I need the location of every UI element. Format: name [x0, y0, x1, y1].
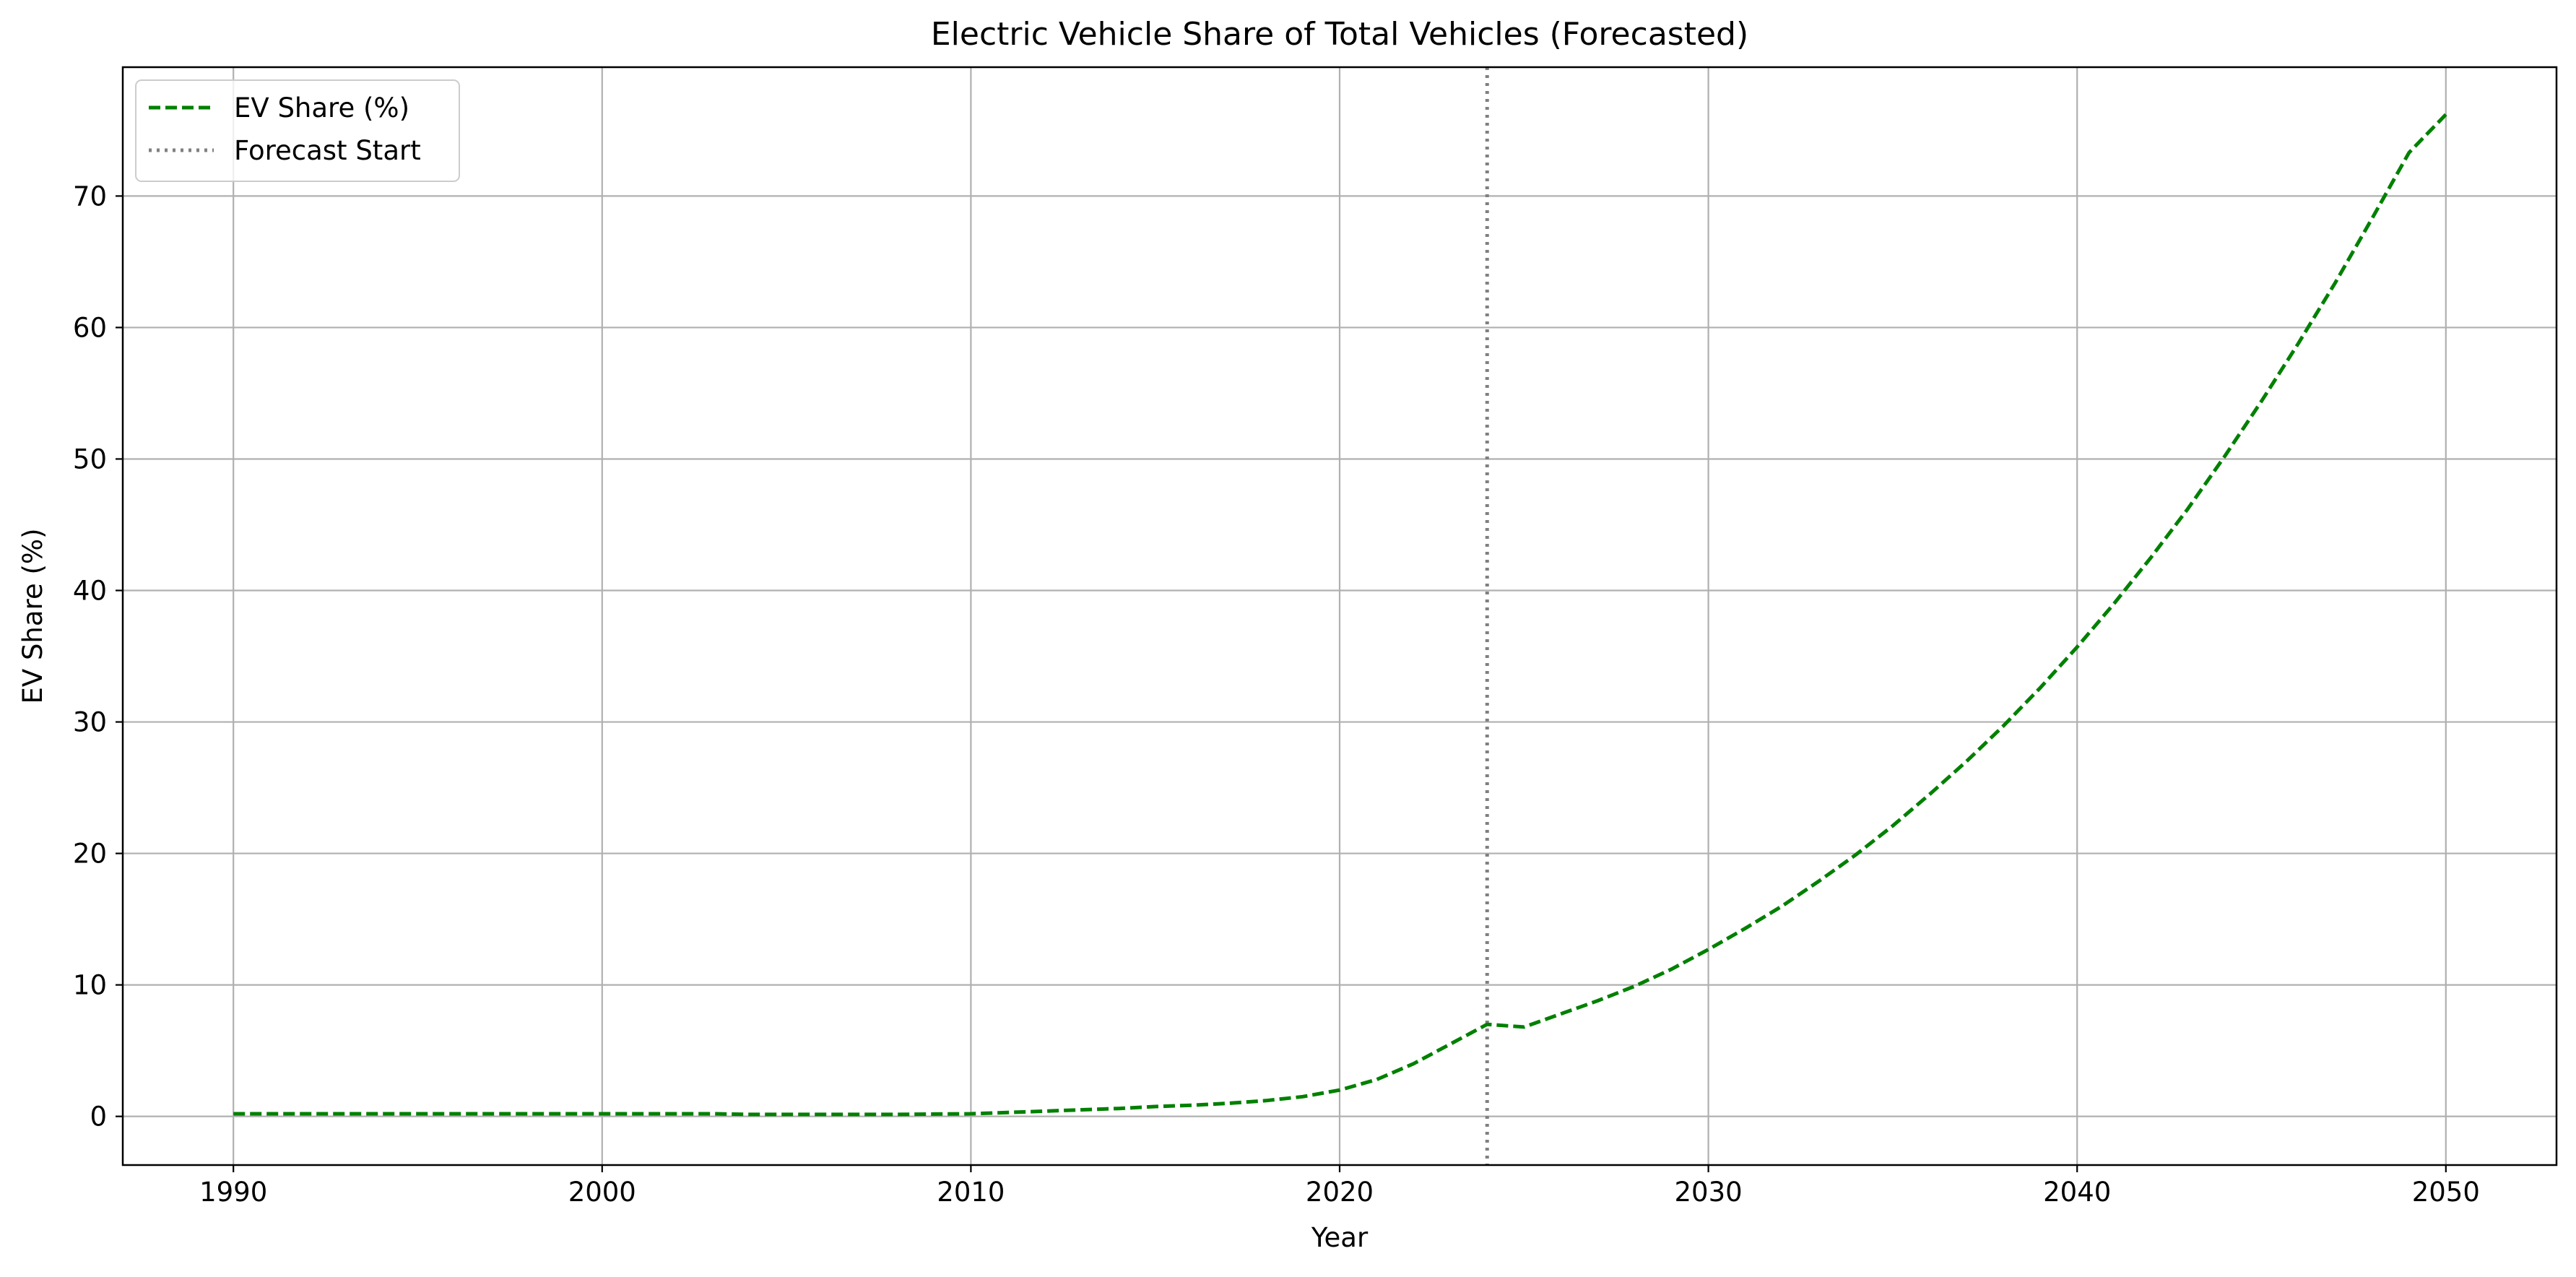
- x-tick-label-2050: 2050: [2412, 1177, 2480, 1208]
- grid-lines: [123, 67, 2557, 1165]
- x-tick-label-2030: 2030: [1675, 1177, 1743, 1208]
- series-line-ev-share: [233, 113, 2447, 1117]
- x-tick-label-2040: 2040: [2043, 1177, 2111, 1208]
- x-tick-label-2020: 2020: [1306, 1177, 1374, 1208]
- y-tick-label-30: 30: [73, 707, 107, 738]
- y-tick-label-10: 10: [73, 970, 107, 1001]
- x-tick-label-2000: 2000: [568, 1177, 636, 1208]
- y-tick-label-20: 20: [73, 839, 107, 870]
- plot-area: [233, 67, 2447, 1165]
- legend-box: [135, 79, 460, 182]
- legend: EV Share (%) Forecast Start: [135, 79, 460, 182]
- y-axis-label: EV Share (%): [17, 528, 48, 704]
- legend-label-forecast-start: Forecast Start: [234, 135, 421, 166]
- chart-title: Electric Vehicle Share of Total Vehicles…: [931, 16, 1748, 53]
- y-tick-label-40: 40: [73, 576, 107, 607]
- x-tick-label-1990: 1990: [199, 1177, 267, 1208]
- legend-label-ev-share: EV Share (%): [234, 92, 409, 124]
- y-tick-label-0: 0: [90, 1101, 107, 1133]
- axis-ticks: 1990 2000 2010 2020 2030 2040 2050010203040506…: [73, 181, 2480, 1208]
- y-tick-label-60: 60: [73, 312, 107, 343]
- x-tick-label-2010: 2010: [937, 1177, 1005, 1208]
- x-axis-label: Year: [1311, 1222, 1369, 1253]
- y-tick-label-70: 70: [73, 181, 107, 212]
- y-tick-label-50: 50: [73, 443, 107, 475]
